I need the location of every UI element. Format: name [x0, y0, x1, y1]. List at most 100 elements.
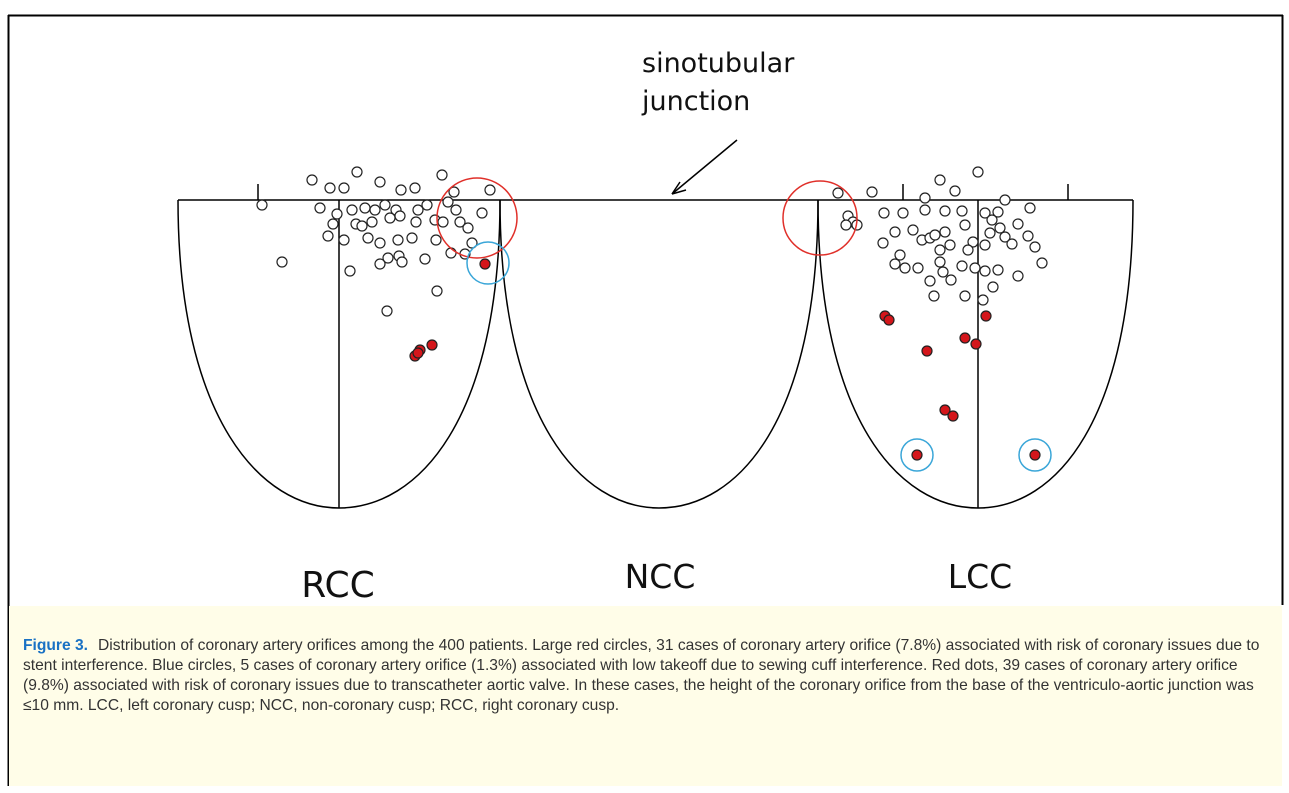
- cusps: [178, 140, 1133, 508]
- orifice: [375, 259, 385, 269]
- orifice: [1037, 258, 1047, 268]
- orifice: [420, 254, 430, 264]
- orifice: [935, 175, 945, 185]
- orifice: [929, 291, 939, 301]
- orifice: [957, 261, 967, 271]
- orifice: [485, 185, 495, 195]
- orifice: [438, 217, 448, 227]
- orifice: [375, 177, 385, 187]
- orifice: [1023, 231, 1033, 241]
- orifice: [890, 227, 900, 237]
- orifice: [393, 235, 403, 245]
- orifice-risk: [884, 315, 894, 325]
- orifice: [367, 217, 377, 227]
- orifice: [1013, 219, 1023, 229]
- orifice: [945, 240, 955, 250]
- orifice: [920, 193, 930, 203]
- orifice: [332, 209, 342, 219]
- orifice: [985, 228, 995, 238]
- orifice: [1025, 203, 1035, 213]
- orifice-risk: [413, 348, 423, 358]
- orifice: [841, 220, 851, 230]
- orifice-risk: [922, 346, 932, 356]
- orifice: [382, 306, 392, 316]
- orifice: [1000, 195, 1010, 205]
- cusp-label: LCC: [948, 557, 1012, 596]
- orifice: [375, 238, 385, 248]
- page: sinotubular junction RCC NCC LCC Figure …: [0, 0, 1289, 793]
- orifice: [930, 230, 940, 240]
- orifice: [446, 248, 456, 258]
- red-circle: [437, 178, 517, 258]
- orifice: [898, 208, 908, 218]
- orifice: [950, 186, 960, 196]
- orifices: [257, 167, 1047, 460]
- orifice: [913, 263, 923, 273]
- orifice: [980, 266, 990, 276]
- orifice: [1007, 239, 1017, 249]
- orifice-risk: [480, 259, 490, 269]
- annotation: junction: [641, 86, 750, 117]
- orifice-risk: [1030, 450, 1040, 460]
- orifice: [973, 167, 983, 177]
- orifice: [963, 245, 973, 255]
- orifice: [307, 175, 317, 185]
- orifice: [451, 205, 461, 215]
- orifice: [328, 219, 338, 229]
- orifice: [380, 200, 390, 210]
- orifice: [413, 205, 423, 215]
- orifice: [339, 235, 349, 245]
- orifice: [988, 282, 998, 292]
- orifice: [895, 250, 905, 260]
- caption-text: Distribution of coronary artery orifices…: [23, 637, 1259, 714]
- orifice: [993, 265, 1003, 275]
- orifice: [357, 221, 367, 231]
- orifice-risk: [960, 333, 970, 343]
- orifice: [339, 183, 349, 193]
- orifice: [960, 220, 970, 230]
- orifice: [1030, 242, 1040, 252]
- ncc-cusp: [500, 200, 818, 508]
- orifice: [987, 215, 997, 225]
- orifice: [833, 188, 843, 198]
- orifice: [995, 223, 1005, 233]
- orifice: [410, 183, 420, 193]
- orifice: [407, 233, 417, 243]
- orifice: [396, 185, 406, 195]
- orifice: [411, 217, 421, 227]
- orifice: [385, 213, 395, 223]
- orifice: [940, 227, 950, 237]
- orifice: [935, 257, 945, 267]
- orifice: [920, 205, 930, 215]
- cusp-label: RCC: [301, 565, 375, 606]
- orifice: [360, 203, 370, 213]
- orifice: [437, 170, 447, 180]
- caption-label: Figure 3.: [23, 637, 88, 654]
- orifice: [422, 200, 432, 210]
- orifice: [352, 167, 362, 177]
- orifice: [347, 205, 357, 215]
- orifice: [277, 257, 287, 267]
- orifice-risk: [971, 339, 981, 349]
- orifice: [970, 263, 980, 273]
- orifice: [395, 211, 405, 221]
- orifice: [960, 291, 970, 301]
- orifice: [890, 259, 900, 269]
- orifice: [940, 206, 950, 216]
- orifice: [925, 276, 935, 286]
- orifice-risk: [427, 340, 437, 350]
- orifice: [957, 206, 967, 216]
- arrow: [672, 140, 737, 194]
- orifice: [431, 235, 441, 245]
- orifice: [370, 205, 380, 215]
- orifice: [463, 223, 473, 233]
- orifice: [432, 286, 442, 296]
- orifice: [325, 183, 335, 193]
- highlight-circles: [437, 178, 1051, 471]
- orifice: [938, 267, 948, 277]
- orifice: [867, 187, 877, 197]
- caption: Figure 3.Distribution of coronary artery…: [9, 606, 1282, 786]
- orifice: [397, 257, 407, 267]
- orifice: [315, 203, 325, 213]
- orifice: [443, 197, 453, 207]
